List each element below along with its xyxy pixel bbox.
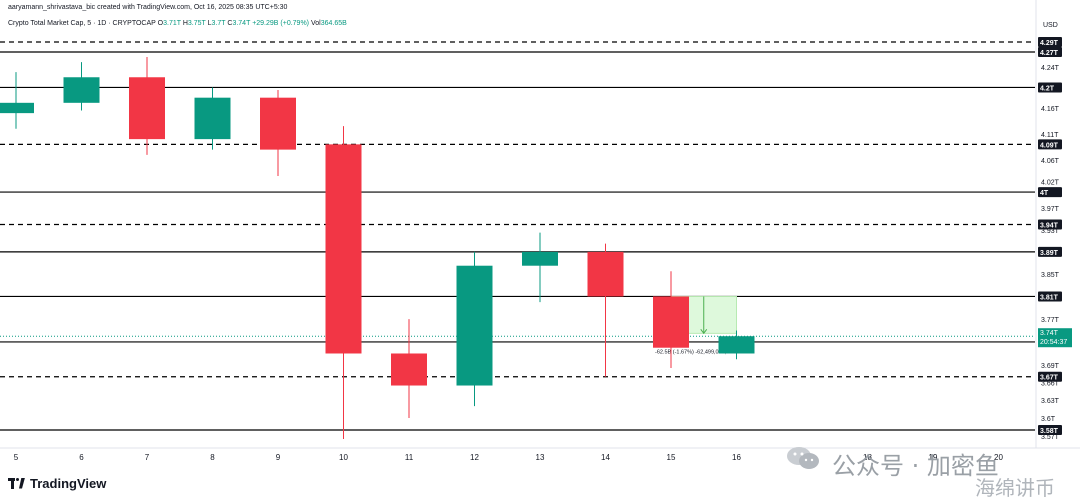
low-value: 3.7T (211, 20, 226, 27)
time-tick-label: 9 (276, 453, 281, 462)
time-tick-label: 6 (79, 453, 84, 462)
candle-body[interactable] (522, 251, 558, 266)
time-tick-label: 10 (339, 453, 348, 462)
wechat-icon (787, 447, 819, 469)
tradingview-logo-icon (8, 477, 26, 490)
candle-body[interactable] (653, 296, 689, 348)
last-price-label: 3.74T (1040, 330, 1059, 337)
open-value: 3.71T (163, 20, 181, 27)
candle-body[interactable] (718, 336, 755, 354)
candle-body[interactable] (456, 265, 493, 386)
level-label-bg (1038, 187, 1062, 198)
time-tick-label: 7 (145, 453, 150, 462)
price-tick-label: 3.57T (1041, 434, 1060, 441)
time-tick-label: 12 (470, 453, 479, 462)
time-tick-label: 16 (732, 453, 741, 462)
time-tick-label: 15 (667, 453, 676, 462)
candle-body[interactable] (391, 353, 427, 386)
level-label: 3.81T (1040, 294, 1059, 301)
candle-body[interactable] (129, 77, 165, 140)
candle-body[interactable] (63, 77, 100, 103)
candle-body[interactable] (0, 102, 34, 114)
low-label: L (207, 20, 212, 27)
price-tick-label: 4.16T (1041, 106, 1060, 113)
price-tick-label: 3.63T (1041, 398, 1060, 405)
price-tick-label: 3.97T (1041, 206, 1060, 213)
high-value: 3.75T (187, 20, 206, 27)
price-tick-label: 4.02T (1041, 179, 1060, 186)
level-label-bg (1038, 291, 1062, 302)
volume-label: Vol (310, 20, 321, 27)
time-tick-label: 14 (601, 453, 610, 462)
measure-label: -62.5B (-1.67%) -62,499,083,677 (655, 350, 735, 356)
price-tick-label: 3.85T (1041, 272, 1060, 279)
level-label: 3.67T (1040, 375, 1059, 382)
level-label-bg (1038, 82, 1062, 93)
level-label-bg (1038, 36, 1062, 47)
watermark-channel: 海绵讲币 (975, 476, 1055, 500)
level-label: 3.58T (1040, 428, 1059, 435)
price-tick-label: 3.93T (1041, 228, 1060, 235)
high-label: H (182, 20, 188, 27)
level-label: 3.94T (1040, 222, 1059, 229)
price-tick-label: 4.24T (1041, 65, 1060, 72)
price-tick-label: 3.77T (1041, 317, 1060, 324)
candle-body[interactable] (260, 97, 296, 150)
symbol-name[interactable]: Crypto Total Market Cap, 5 · 1D · CRYPTO… (8, 20, 156, 27)
level-label: 4.27T (1040, 50, 1059, 57)
candle-body[interactable] (587, 251, 624, 297)
level-label: 4.29T (1040, 40, 1059, 47)
time-tick-label: 18 (863, 453, 872, 462)
time-tick-label: 5 (14, 453, 19, 462)
level-label: 3.89T (1040, 250, 1059, 257)
close-value: 3.74T (232, 20, 251, 27)
level-label-bg (1038, 139, 1062, 150)
chart-byline: aaryamann_shrivastava_bic created with T… (8, 4, 288, 11)
candle-body[interactable] (325, 144, 362, 354)
level-label-bg (1038, 424, 1062, 435)
tradingview-brand: TradingView (30, 476, 107, 491)
level-label-bg (1038, 371, 1062, 382)
open-label: O (157, 20, 164, 27)
close-label: C (227, 20, 233, 27)
level-label-bg (1038, 246, 1062, 257)
time-tick-label: 19 (929, 453, 938, 462)
candles (0, 57, 755, 439)
tradingview-logo[interactable]: TradingView (8, 476, 106, 491)
watermark-account: 公众号 · 加密鱼 (832, 452, 999, 480)
change-value: +29.29B (+0.79%) (252, 20, 310, 27)
time-axis: 567891011121314151617181920 (14, 453, 1004, 462)
time-tick-label: 11 (405, 453, 414, 462)
horizontal-levels (0, 41, 1035, 431)
level-label: 4.09T (1040, 142, 1059, 149)
price-tick-label: 3.6T (1041, 416, 1056, 423)
level-label: 4.2T (1040, 85, 1055, 92)
price-axis: 4.24T 4.16T 4.11T 4.06T 4.02T 3.97T 3.93T 3.85T… (0, 0, 1080, 449)
ohlc-legend: Crypto Total Market Cap, 5 · 1D · CRYPTO… (8, 20, 347, 27)
last-price-label-bg (1038, 328, 1072, 348)
time-tick-label: 20 (994, 453, 1003, 462)
time-tick-label: 8 (210, 453, 215, 462)
volume-value: 364.65B (320, 20, 347, 27)
currency-label[interactable]: USD (1043, 22, 1058, 29)
price-tick-label: 4.06T (1041, 158, 1060, 165)
level-label: 4T (1040, 190, 1049, 197)
level-label-bg (1038, 46, 1062, 57)
candle-body[interactable] (194, 97, 231, 140)
time-tick-label: 13 (536, 453, 545, 462)
price-tick-label: 3.69T (1041, 363, 1060, 370)
price-tick-label: 4.11T (1041, 132, 1059, 139)
price-tick-label: 3.66T (1041, 381, 1060, 388)
bar-countdown: 20:54:37 (1040, 339, 1067, 346)
measure-arrow-head (700, 329, 708, 335)
level-label-bg (1038, 219, 1062, 230)
